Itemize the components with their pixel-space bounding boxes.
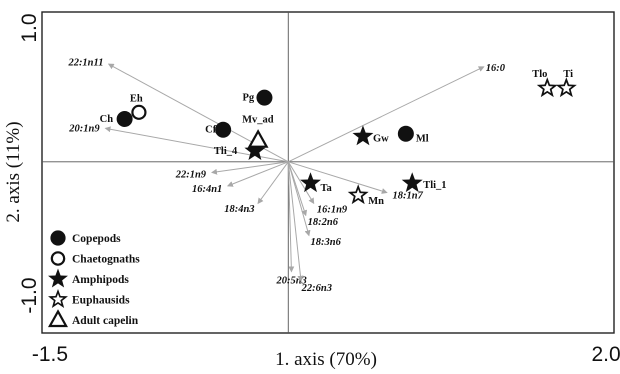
point-label: Eh (130, 93, 143, 104)
legend-entry-label: Adult capelin (72, 315, 139, 327)
point-label: Tli_4 (214, 146, 238, 157)
point-label: Tli_1 (423, 180, 446, 191)
copepod-marker (256, 89, 273, 106)
euphausid-star-inner (52, 293, 64, 305)
loading-vector-arrow (287, 161, 304, 282)
vector-label: 18:4n3 (224, 204, 254, 215)
adult-capelin-marker (48, 309, 68, 328)
legend-entry-label: Chaetognaths (72, 254, 140, 266)
x-tick-label: -1.5 (32, 343, 68, 366)
point-label: Tlo (532, 69, 547, 80)
copepod-marker (397, 125, 414, 142)
copepod-marker (215, 121, 232, 138)
point-label: Ta (321, 183, 333, 194)
point-label: Mv_ad (242, 114, 274, 125)
euphausid-star-inner (541, 82, 553, 94)
chaetognath-marker (50, 251, 66, 266)
sample-points: Pg Ch Cf Ml Eh Gw Tli_4 Ta Tli_1 Tlo Ti Mn Mv_ad (100, 69, 577, 207)
y-axis-title: 2. axis (11%) (3, 121, 24, 222)
vector-label: 18:3n6 (311, 237, 342, 248)
vector-label: 18:2n6 (308, 217, 339, 228)
amphipod-marker (300, 172, 321, 193)
copepod-marker (50, 230, 66, 246)
chaetognath-marker (131, 104, 147, 120)
plot-frame (41, 11, 615, 334)
euphausid-marker (536, 77, 558, 98)
copepod-marker (116, 111, 133, 127)
amphipod-marker (48, 268, 68, 288)
adult-capelin-marker (247, 129, 269, 148)
vector-label: 16:0 (486, 63, 506, 74)
loading-vector-arrow (288, 161, 388, 194)
vector-label: 22:6n3 (301, 283, 332, 294)
euphausid-star-inner (560, 82, 573, 94)
loading-vector-arrow (287, 161, 315, 205)
point-label: Mn (368, 196, 384, 207)
y-tick-label: 1.0 (18, 13, 41, 42)
vector-label: 22:1n9 (175, 169, 207, 180)
euphausid-marker (555, 77, 577, 98)
loading-vector-arrow (257, 161, 289, 205)
point-label: Cf (205, 125, 217, 136)
loading-vector-arrow (288, 66, 485, 163)
loading-vector-arrow (211, 161, 289, 175)
y-tick-label: -1.0 (18, 277, 41, 313)
legend-entry-label: Euphausids (72, 295, 130, 307)
vector-label: 22:1n11 (67, 57, 103, 68)
legend: Copepods Chaetognaths Amphipods Euphausids A… (48, 230, 140, 328)
point-label: Ml (416, 134, 429, 145)
legend-entry-label: Amphipods (72, 274, 129, 286)
vector-label: 16:1n9 (317, 204, 348, 215)
x-axis-title: 1. axis (70%) (275, 349, 377, 370)
point-label: Ch (100, 114, 114, 125)
amphipod-marker (401, 172, 423, 193)
x-tick-label: 2.0 (591, 343, 620, 366)
legend-entry-label: Copepods (72, 233, 121, 245)
point-label: Gw (373, 133, 389, 144)
vector-label: 20:1n9 (68, 123, 100, 134)
euphausid-star-inner (352, 189, 364, 201)
loading-vector-arrow (226, 161, 289, 187)
vector-label: 20:5n3 (275, 275, 306, 286)
amphipod-marker (244, 140, 266, 160)
vector-label: 18:1n7 (393, 190, 424, 201)
loading-vector-arrow (287, 161, 295, 273)
vector-label: 16:4n1 (192, 184, 222, 195)
point-label: Pg (242, 93, 254, 104)
amphipod-marker (352, 125, 374, 146)
point-label: Ti (563, 69, 573, 80)
euphausid-marker (347, 184, 369, 205)
tick-labels: -1.5 2.0 1.0 -1.0 (18, 13, 620, 366)
euphausid-marker (48, 289, 68, 308)
loading-vector-arrow (287, 161, 311, 237)
